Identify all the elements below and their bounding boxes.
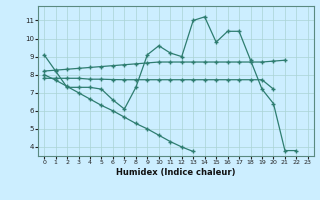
X-axis label: Humidex (Indice chaleur): Humidex (Indice chaleur) xyxy=(116,168,236,177)
